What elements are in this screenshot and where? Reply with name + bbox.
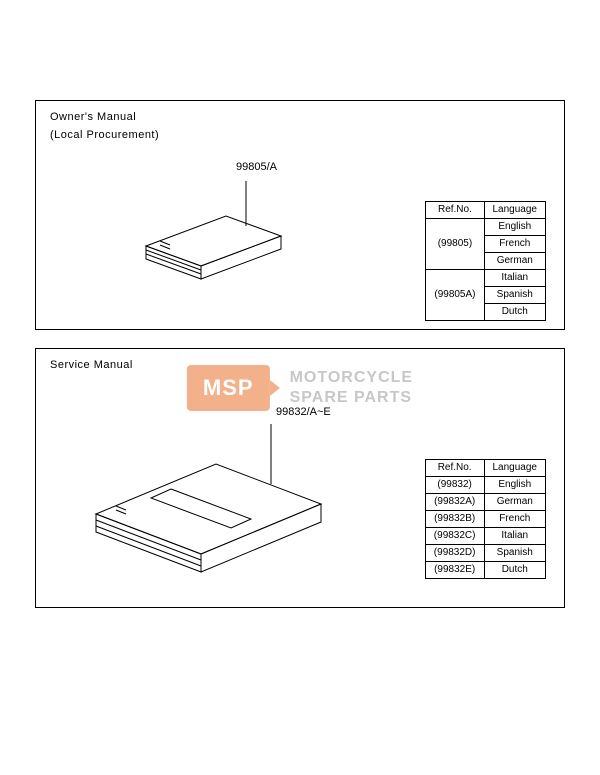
table-row: (99832C) Italian (425, 528, 545, 545)
lang-cell: Dutch (484, 562, 546, 579)
service-book-label: 99832/A~E (276, 406, 331, 418)
col-refno: Ref.No. (426, 202, 484, 219)
col-language: Language (484, 202, 546, 219)
owner-book-label: 99805/A (236, 161, 277, 173)
ref-cell: (99832D) (425, 545, 484, 562)
ref-cell: (99832) (425, 477, 484, 494)
lang-cell: German (484, 253, 546, 270)
table-row: (99832) English (425, 477, 545, 494)
table-row: (99832E) Dutch (425, 562, 545, 579)
table-row: (99832A) German (425, 494, 545, 511)
service-ref-table: Ref.No. Language (99832) English (99832A… (425, 459, 546, 579)
lang-cell: English (484, 477, 546, 494)
table-row: (99832D) Spanish (425, 545, 545, 562)
ref-cell: (99832E) (425, 562, 484, 579)
book-icon (116, 161, 316, 311)
table-row: (99832B) French (425, 511, 545, 528)
lang-cell: English (484, 219, 546, 236)
ref-cell: (99805A) (426, 270, 484, 321)
lang-cell: Italian (484, 270, 546, 287)
lang-cell: Dutch (484, 304, 546, 321)
book-icon (76, 394, 356, 594)
lang-cell: Italian (484, 528, 546, 545)
owner-manual-title: Owner's Manual (50, 111, 136, 123)
diagram-canvas: Owner's Manual (Local Procurement) (35, 100, 565, 600)
lang-cell: French (484, 236, 546, 253)
owner-manual-subtitle: (Local Procurement) (50, 129, 159, 141)
ref-cell: (99832C) (425, 528, 484, 545)
table-header-row: Ref.No. Language (425, 460, 545, 477)
lang-cell: Spanish (484, 287, 546, 304)
table-row: (99805A) Italian (426, 270, 546, 287)
service-manual-panel: Service Manual (35, 348, 565, 608)
service-manual-book: 99832/A~E (76, 394, 356, 599)
lang-cell: French (484, 511, 546, 528)
col-language: Language (484, 460, 546, 477)
owner-manual-book: 99805/A (116, 161, 316, 316)
owner-ref-table: Ref.No. Language (99805) English French … (425, 201, 546, 321)
ref-cell: (99832B) (425, 511, 484, 528)
ref-cell: (99805) (426, 219, 484, 270)
ref-cell: (99832A) (425, 494, 484, 511)
table-row: (99805) English (426, 219, 546, 236)
service-manual-title: Service Manual (50, 359, 133, 371)
table-header-row: Ref.No. Language (426, 202, 546, 219)
col-refno: Ref.No. (425, 460, 484, 477)
owner-manual-panel: Owner's Manual (Local Procurement) (35, 100, 565, 330)
lang-cell: German (484, 494, 546, 511)
lang-cell: Spanish (484, 545, 546, 562)
